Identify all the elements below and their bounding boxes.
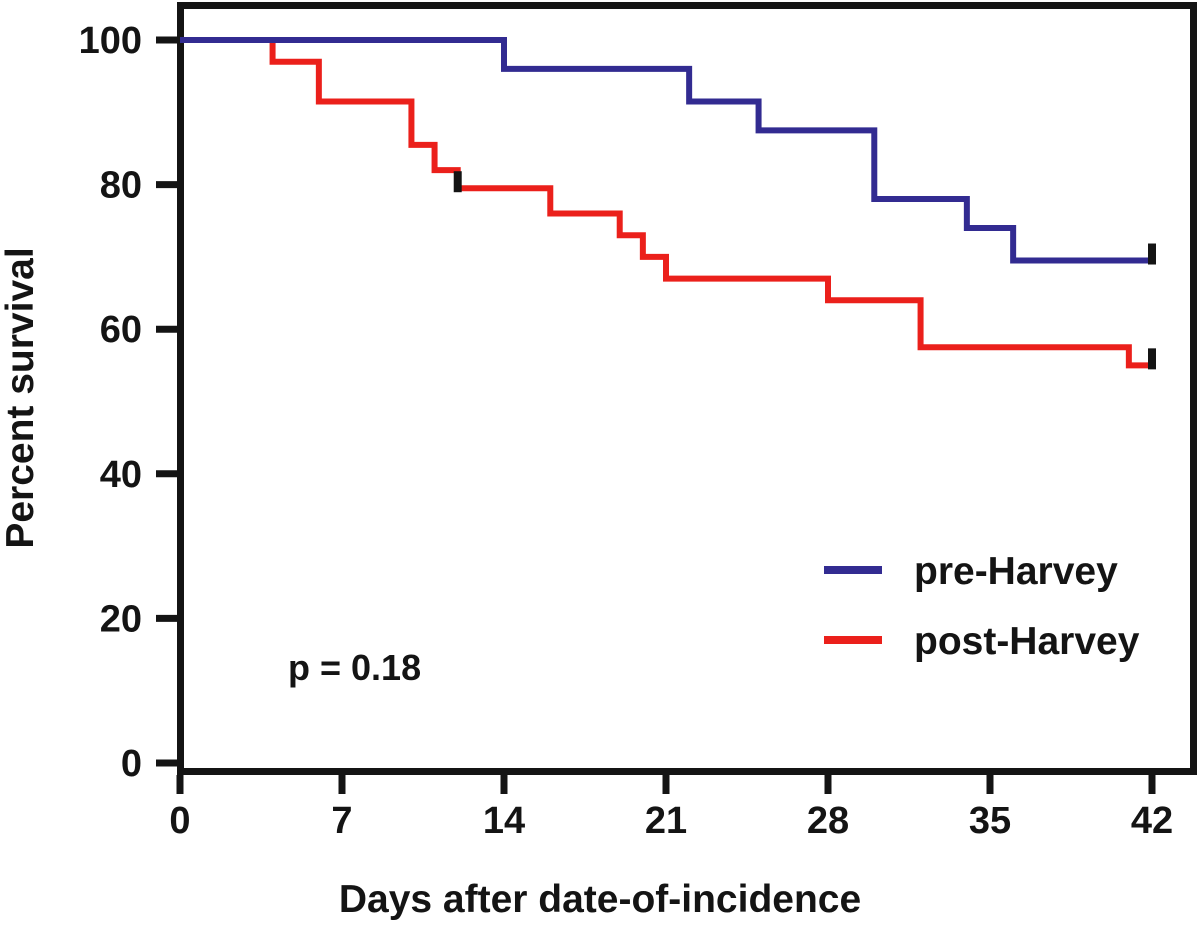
x-axis-ticks: 0 7 14 21 28 35 42 <box>169 775 1173 842</box>
curve-post-harvey <box>180 37 1152 369</box>
curve-pre-harvey <box>180 37 1152 264</box>
censor-tick-post-harvey <box>1148 348 1156 370</box>
x-tick-label: 35 <box>969 800 1011 842</box>
y-axis-ticks: 100 80 60 40 20 0 <box>79 20 177 785</box>
survival-curves <box>180 37 1152 369</box>
censor-tick-post-harvey <box>453 171 462 193</box>
y-tick-label: 40 <box>100 454 142 496</box>
censor-marks <box>453 171 1156 370</box>
legend-label-post-harvey: post-Harvey <box>914 620 1140 663</box>
y-tick-label: 20 <box>100 598 142 640</box>
legend-label-pre-harvey: pre-Harvey <box>914 550 1118 593</box>
x-tick-label: 21 <box>645 800 687 842</box>
x-tick-label: 42 <box>1131 800 1173 842</box>
y-tick-label: 0 <box>121 743 142 785</box>
y-tick-label: 60 <box>100 309 142 351</box>
plot-frame <box>177 2 1197 775</box>
y-axis-title: Percent survival <box>0 247 42 548</box>
censor-tick-pre-harvey <box>1148 243 1156 265</box>
x-tick-label: 0 <box>169 800 190 842</box>
p-value-annotation: p = 0.18 <box>288 647 421 688</box>
x-axis-title: Days after date-of-incidence <box>339 878 861 921</box>
y-tick-label: 80 <box>100 165 142 207</box>
x-tick-label: 14 <box>483 800 525 842</box>
x-tick-label: 28 <box>807 800 849 842</box>
y-tick-label: 100 <box>79 20 142 62</box>
legend: pre-Harvey post-Harvey <box>824 550 1140 663</box>
x-tick-label: 7 <box>331 800 352 842</box>
